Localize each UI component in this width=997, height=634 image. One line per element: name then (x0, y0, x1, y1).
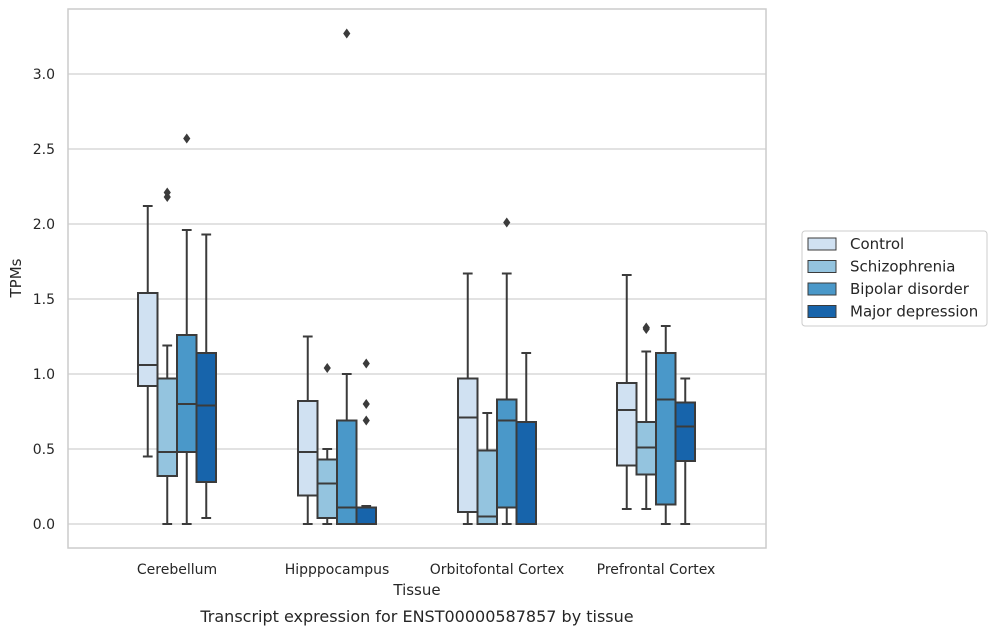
box-0-1 (156, 187, 178, 525)
outlier-point (503, 217, 511, 228)
box-iqr (316, 458, 338, 519)
box-3-0 (616, 274, 638, 510)
legend-swatch (807, 282, 837, 296)
box-iqr (655, 352, 677, 506)
box-1-2 (336, 28, 358, 525)
y-tick-label: 2.5 (33, 142, 55, 158)
y-tick-label: 2.0 (33, 217, 55, 233)
box-iqr (616, 382, 638, 467)
legend-swatch (807, 305, 837, 318)
box-2-1 (476, 412, 498, 525)
box-0-3 (195, 233, 217, 519)
box-2-2 (496, 217, 518, 525)
box-3-2 (655, 325, 677, 525)
outlier-point (362, 399, 370, 409)
y-tick-label: 3.0 (33, 67, 55, 83)
box-iqr (355, 506, 377, 525)
legend-label: Control (850, 235, 904, 253)
legend-swatch (807, 260, 837, 273)
box-iqr (674, 401, 696, 462)
outlier-point (362, 415, 370, 426)
box-3-3 (674, 377, 696, 525)
x-tick-label: Cerebellum (137, 562, 217, 578)
box-groups (137, 28, 696, 525)
box-1-3 (355, 358, 377, 525)
outlier-point (183, 133, 191, 144)
legend-label: Schizophrenia (850, 258, 955, 276)
box-1-0 (297, 335, 319, 525)
legend: Control Schizophrenia Bipolar disorder Majo… (801, 230, 988, 327)
box-iqr (195, 352, 217, 483)
x-tick-label: Prefrontal Cortex (597, 562, 716, 578)
y-tick-label: 1.5 (33, 292, 55, 308)
box-iqr (137, 292, 159, 387)
y-tick-label: 1.0 (33, 367, 55, 383)
box-iqr (515, 421, 537, 525)
box-iqr (476, 449, 498, 525)
y-tick-labels: 0.0 0.5 1.0 1.5 2.0 2.5 3.0 (33, 67, 55, 533)
legend-frame (801, 230, 988, 327)
box-2-3 (515, 352, 537, 525)
legend-swatch (807, 237, 837, 251)
box-iqr (336, 419, 358, 525)
outlier-point (362, 358, 370, 369)
x-tick-labels: Cerebellum Hipppocampus Orbitofontal Corte… (137, 562, 715, 578)
box-iqr (176, 334, 198, 453)
chart-caption: Transcript expression for ENST0000058785… (199, 607, 633, 626)
y-tick-label: 0.0 (33, 517, 55, 533)
x-tick-label: Hipppocampus (285, 562, 390, 578)
box-iqr (457, 377, 479, 513)
box-iqr (297, 400, 319, 497)
outlier-point (642, 322, 650, 333)
box-0-2 (176, 133, 198, 525)
outlier-point (163, 187, 171, 198)
y-tick-label: 0.5 (33, 442, 55, 458)
legend-label: Major depression (850, 303, 978, 321)
plot-area-frame (67, 8, 767, 549)
box-iqr (156, 377, 178, 477)
box-1-1 (316, 363, 338, 525)
box-iqr (496, 398, 518, 509)
outlier-point (323, 363, 331, 373)
y-axis-label: TPMs (7, 258, 25, 298)
x-axis-label: Tissue (392, 581, 440, 599)
legend-label: Bipolar disorder (850, 280, 970, 298)
outlier-point (343, 28, 351, 39)
box-2-0 (457, 272, 479, 525)
box-3-1 (635, 322, 657, 510)
box-0-0 (137, 205, 159, 458)
x-tick-label: Orbitofontal Cortex (430, 562, 565, 578)
